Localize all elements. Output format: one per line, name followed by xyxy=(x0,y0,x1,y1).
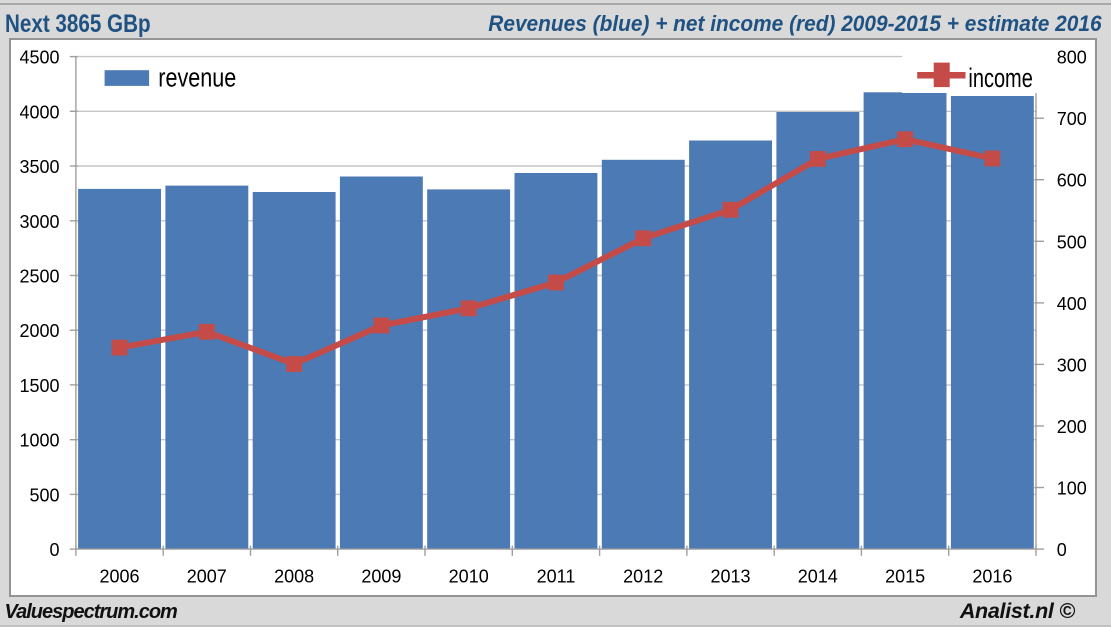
svg-text:200: 200 xyxy=(1057,417,1087,437)
svg-text:2016: 2016 xyxy=(972,567,1012,587)
svg-text:500: 500 xyxy=(1057,232,1087,252)
svg-text:2007: 2007 xyxy=(187,567,227,587)
svg-text:2014: 2014 xyxy=(798,567,838,587)
svg-text:2011: 2011 xyxy=(537,567,576,587)
svg-text:2000: 2000 xyxy=(19,321,59,341)
svg-text:4500: 4500 xyxy=(19,48,59,68)
svg-text:300: 300 xyxy=(1057,355,1087,375)
svg-text:2008: 2008 xyxy=(274,567,314,587)
svg-text:3000: 3000 xyxy=(19,212,59,232)
svg-text:4000: 4000 xyxy=(19,102,59,122)
svg-text:2015: 2015 xyxy=(885,567,925,587)
svg-text:3500: 3500 xyxy=(19,157,59,177)
svg-text:0: 0 xyxy=(49,540,59,560)
svg-text:800: 800 xyxy=(1057,48,1087,68)
svg-text:400: 400 xyxy=(1057,294,1087,314)
svg-text:2013: 2013 xyxy=(710,567,750,587)
svg-text:600: 600 xyxy=(1057,171,1087,191)
svg-text:2500: 2500 xyxy=(19,267,59,287)
svg-text:2006: 2006 xyxy=(99,567,139,587)
svg-text:income: income xyxy=(968,63,1032,94)
svg-text:1500: 1500 xyxy=(19,376,59,396)
svg-text:revenue: revenue xyxy=(158,63,236,93)
svg-text:100: 100 xyxy=(1057,479,1087,499)
svg-text:500: 500 xyxy=(29,485,59,505)
svg-text:700: 700 xyxy=(1057,109,1087,129)
svg-text:2010: 2010 xyxy=(449,567,489,587)
svg-text:0: 0 xyxy=(1057,540,1067,560)
svg-text:1000: 1000 xyxy=(19,431,59,451)
svg-text:2009: 2009 xyxy=(361,567,401,587)
svg-text:2012: 2012 xyxy=(623,567,663,587)
